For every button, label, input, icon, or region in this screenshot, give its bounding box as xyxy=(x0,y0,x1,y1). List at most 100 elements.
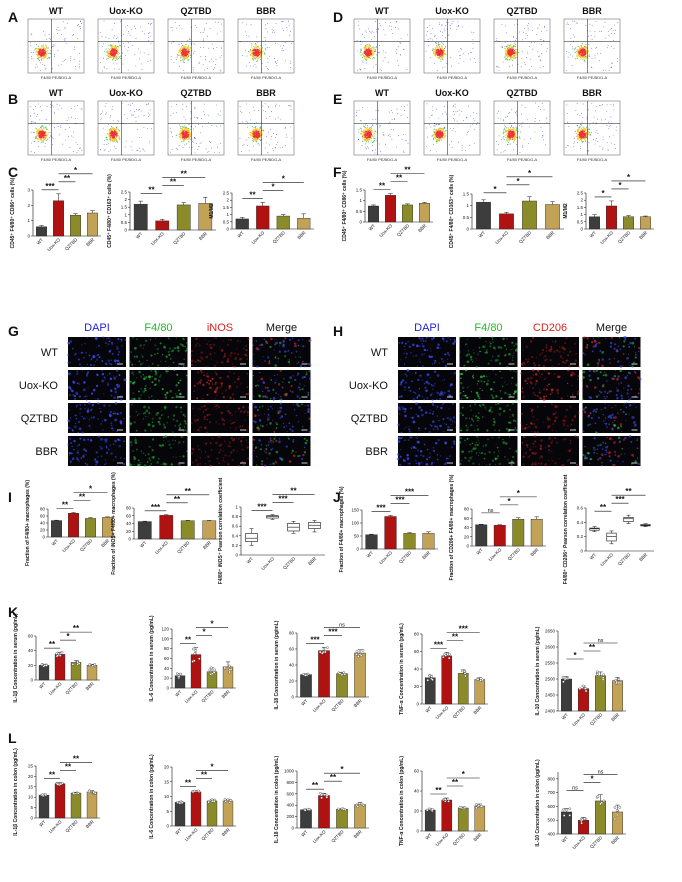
flow-event xyxy=(594,35,596,37)
flow-event xyxy=(280,45,282,47)
flow-event xyxy=(193,52,195,54)
flow-event xyxy=(108,47,110,50)
flow-event xyxy=(147,104,149,106)
flow-event xyxy=(108,129,110,132)
flow-event xyxy=(187,133,190,136)
flow-event xyxy=(75,142,77,143)
flow-event xyxy=(384,57,386,59)
flow-event xyxy=(469,144,471,146)
flow-event xyxy=(513,46,515,48)
flow-event xyxy=(509,66,511,68)
flow-event xyxy=(248,150,250,152)
flow-event xyxy=(44,46,46,48)
flow-event xyxy=(426,34,427,36)
flow-event xyxy=(572,55,574,57)
flow-event xyxy=(187,56,189,58)
flow-event xyxy=(176,56,178,58)
flow-event xyxy=(614,33,615,34)
flow-event xyxy=(255,52,257,54)
flow-event xyxy=(254,53,256,55)
flow-event xyxy=(180,125,182,128)
flow-event xyxy=(579,50,581,52)
flow-event xyxy=(110,46,112,48)
flow-event xyxy=(434,130,436,132)
flow-event xyxy=(472,112,474,113)
flow-event xyxy=(177,53,179,56)
flow-event xyxy=(106,58,107,60)
flow-event xyxy=(185,106,187,108)
flow-event xyxy=(36,129,38,131)
flow-event xyxy=(193,69,194,71)
flow-event xyxy=(112,55,114,57)
flow-event xyxy=(260,53,262,55)
flow-event xyxy=(77,105,78,106)
flow-event xyxy=(171,42,173,44)
flow-event xyxy=(399,42,401,43)
flow-event xyxy=(32,132,34,133)
flow-event xyxy=(250,55,252,57)
flow-event xyxy=(397,60,398,62)
flow-event xyxy=(611,66,612,68)
flow-event xyxy=(364,126,366,128)
flow-event xyxy=(188,51,190,53)
flow-event xyxy=(441,67,443,69)
flow-event xyxy=(367,129,369,132)
flow-event xyxy=(284,42,286,44)
flow-event xyxy=(178,44,180,45)
flow-event xyxy=(574,48,576,50)
flow-event xyxy=(439,136,441,138)
flow-event xyxy=(438,45,441,47)
flow-event xyxy=(207,67,208,69)
flow-event xyxy=(197,117,199,119)
flow-event xyxy=(252,138,254,140)
flow-x-axis-label: F4/80 PE/BDG-A xyxy=(111,75,142,80)
flow-event xyxy=(268,107,269,108)
flow-event xyxy=(251,125,253,128)
flow-event xyxy=(111,49,113,51)
flow-event xyxy=(506,51,508,53)
flow-event xyxy=(611,28,613,29)
flow-event xyxy=(64,58,66,60)
flow-event xyxy=(175,134,177,136)
flow-event xyxy=(358,138,359,140)
flow-event xyxy=(584,51,587,53)
flow-event xyxy=(175,112,177,113)
flow-event xyxy=(512,127,514,129)
flow-event xyxy=(105,51,107,53)
flow-event xyxy=(366,51,367,53)
flow-event xyxy=(434,34,436,36)
flow-frame xyxy=(97,18,155,74)
flow-event xyxy=(190,136,192,138)
flow-event xyxy=(256,51,258,53)
flow-event xyxy=(123,43,124,45)
flow-event xyxy=(207,151,209,153)
flow-event xyxy=(117,51,119,53)
flow-event xyxy=(182,51,184,53)
flow-event xyxy=(189,146,190,148)
flow-event xyxy=(504,56,506,58)
flow-event xyxy=(376,29,377,30)
flow-event xyxy=(274,137,276,139)
flow-event xyxy=(74,105,76,107)
flow-event xyxy=(443,128,445,130)
flow-event xyxy=(108,38,110,39)
flow-event xyxy=(54,55,55,57)
flow-event xyxy=(211,58,213,60)
flow-event xyxy=(435,47,437,49)
flow-event xyxy=(376,31,377,33)
flow-event xyxy=(368,44,370,46)
flow-event xyxy=(257,128,259,130)
flow-event xyxy=(266,136,267,138)
flow-event xyxy=(361,128,362,130)
flow-event xyxy=(176,59,178,61)
flow-event xyxy=(368,52,370,54)
flow-event xyxy=(45,50,47,52)
flow-event xyxy=(254,50,256,52)
flow-event xyxy=(514,24,515,26)
flow-event xyxy=(128,32,130,34)
flow-event xyxy=(31,142,32,144)
flow-event xyxy=(108,49,110,51)
flow-event xyxy=(391,28,393,30)
flow-event xyxy=(372,136,375,138)
